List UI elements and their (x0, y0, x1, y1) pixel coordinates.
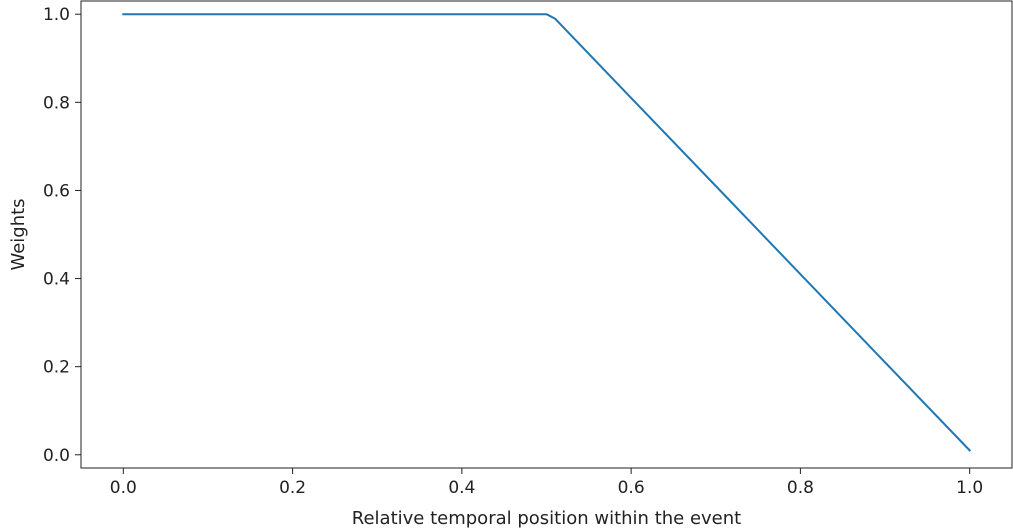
y-tick-label: 0.0 (43, 446, 70, 466)
x-tick-label: 0.4 (448, 478, 475, 498)
x-axis-label: Relative temporal position within the ev… (352, 508, 741, 529)
y-tick-label: 0.4 (43, 270, 70, 290)
weights-line (122, 13, 972, 452)
plot-frame (80, 0, 1013, 469)
y-tick-label: 0.8 (43, 93, 70, 113)
plot-area (80, 0, 1013, 469)
y-tick-label: 0.6 (43, 181, 70, 201)
x-tick-label: 0.0 (110, 478, 137, 498)
y-axis: 0.0 0.2 0.4 0.6 0.8 1.0 (43, 5, 81, 466)
x-tick-label: 0.8 (787, 478, 814, 498)
x-tick-label: 1.0 (956, 478, 983, 498)
x-tick-label: 0.2 (279, 478, 306, 498)
y-tick-label: 0.2 (43, 358, 70, 378)
y-tick-label: 1.0 (43, 5, 70, 25)
x-axis: 0.0 0.2 0.4 0.6 0.8 1.0 (110, 468, 983, 498)
x-tick-label: 0.6 (618, 478, 645, 498)
y-axis-label: Weights (8, 198, 29, 270)
